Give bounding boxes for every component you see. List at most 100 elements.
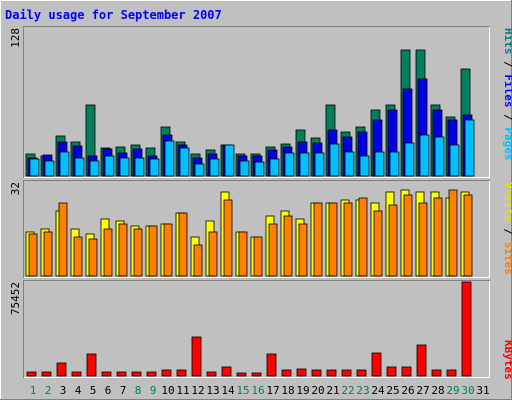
bar-sites-day-14: [223, 199, 233, 277]
x-tick-label-day-27: 27: [416, 384, 429, 397]
bar-pages-day-26: [404, 142, 415, 177]
x-tick-label-day-5: 5: [90, 384, 97, 397]
x-tick-label-day-13: 13: [206, 384, 219, 397]
bar-kbytes-day-16: [251, 372, 262, 377]
x-tick-label-day-6: 6: [105, 384, 112, 397]
bar-sites-day-7: [118, 223, 128, 277]
legend-hits: Hits: [502, 28, 512, 55]
x-tick-label-day-21: 21: [326, 384, 339, 397]
bar-kbytes-day-10: [161, 369, 172, 377]
bar-pages-day-14: [224, 144, 235, 177]
x-tick-label-day-25: 25: [386, 384, 399, 397]
x-tick-label-day-4: 4: [75, 384, 82, 397]
bar-kbytes-day-24: [371, 352, 382, 377]
bar-sites-day-13: [208, 231, 218, 277]
legend-kbytes: KBytes: [502, 340, 512, 380]
bar-sites-day-2: [43, 231, 53, 277]
x-tick-label-day-20: 20: [311, 384, 324, 397]
bar-kbytes-day-7: [116, 371, 127, 377]
bar-kbytes-day-3: [56, 362, 67, 377]
bar-sites-day-27: [418, 202, 428, 277]
bar-kbytes-day-28: [431, 369, 442, 377]
bar-pages-day-28: [434, 136, 445, 177]
x-tick-label-day-1: 1: [30, 384, 37, 397]
legend-pages-files-hits: Hits / Files / Pages: [502, 28, 512, 161]
panel-kbytes: 75452 KBytes: [9, 280, 512, 380]
bar-sites-day-10: [163, 223, 173, 277]
bar-kbytes-day-22: [341, 369, 352, 377]
x-tick-label-day-10: 10: [161, 384, 174, 397]
bar-kbytes-day-21: [326, 369, 337, 377]
bar-sites-day-5: [88, 238, 98, 277]
y-tick-label-kbytes: 75452: [9, 282, 22, 315]
bar-kbytes-day-6: [101, 371, 112, 377]
bar-pages-day-24: [374, 151, 385, 177]
bar-kbytes-day-17: [266, 353, 277, 377]
bar-pages-day-7: [119, 157, 130, 177]
x-tick-label-day-23: 23: [356, 384, 369, 397]
legend-files: Files: [502, 74, 512, 107]
legend-sites: Sites: [502, 242, 512, 275]
bar-sites-day-23: [358, 197, 368, 277]
bar-sites-day-26: [403, 194, 413, 277]
bar-pages-day-10: [164, 140, 175, 177]
bar-pages-day-13: [209, 158, 220, 177]
bar-kbytes-day-9: [146, 371, 157, 377]
bar-pages-day-6: [104, 155, 115, 177]
bar-pages-day-22: [344, 151, 355, 177]
x-tick-label-day-8: 8: [135, 384, 142, 397]
bar-pages-day-1: [29, 158, 40, 177]
chart-title: Daily usage for September 2007: [5, 8, 222, 22]
legend-sep-1: /: [502, 108, 512, 128]
bar-sites-day-22: [343, 202, 353, 277]
legend-visits: Visits: [502, 182, 512, 222]
bar-pages-day-27: [419, 134, 430, 177]
bar-sites-day-11: [178, 212, 188, 277]
x-tick-label-day-9: 9: [150, 384, 157, 397]
bar-kbytes-day-30: [461, 281, 472, 377]
bar-sites-day-24: [373, 210, 383, 277]
y-tick-label-visits: 32: [9, 182, 22, 195]
x-tick-label-day-26: 26: [401, 384, 414, 397]
x-tick-label-day-29: 29: [446, 384, 459, 397]
bar-sites-day-15: [238, 231, 248, 277]
bar-kbytes-day-8: [131, 371, 142, 377]
x-tick-label-day-31: 31: [476, 384, 489, 397]
bar-pages-day-29: [449, 144, 460, 177]
bar-sites-day-20: [313, 202, 323, 277]
bar-sites-day-3: [58, 202, 68, 277]
bar-pages-day-15: [239, 160, 250, 177]
x-tick-label-day-3: 3: [60, 384, 67, 397]
bar-pages-day-21: [329, 143, 340, 177]
bar-pages-day-11: [179, 147, 190, 177]
bar-kbytes-day-2: [41, 371, 52, 377]
bar-pages-day-12: [194, 163, 205, 177]
panel-visits-sites: 32 Visits / Sites: [9, 180, 512, 278]
x-tick-label-day-24: 24: [371, 384, 385, 397]
bar-pages-day-20: [314, 152, 325, 177]
bar-pages-day-23: [359, 155, 370, 177]
bar-pages-day-4: [74, 157, 85, 177]
bar-kbytes-day-15: [236, 372, 247, 377]
x-tick-label-day-14: 14: [221, 384, 235, 397]
panel-frame-bottom: [23, 280, 490, 378]
bar-sites-day-21: [328, 202, 338, 277]
bar-pages-day-2: [44, 160, 55, 177]
bar-pages-day-30: [464, 119, 475, 177]
bar-kbytes-day-23: [356, 369, 367, 377]
panel-pages-files-hits: 128 Hits / Files / Pages: [9, 26, 512, 178]
bar-pages-day-9: [149, 158, 160, 177]
x-tick-label-day-17: 17: [266, 384, 279, 397]
bar-sites-day-18: [283, 215, 293, 277]
bar-pages-day-5: [89, 160, 100, 177]
bar-pages-day-16: [254, 161, 265, 177]
bar-kbytes-day-14: [221, 366, 232, 377]
x-tick-label-day-18: 18: [281, 384, 294, 397]
x-tick-label-day-11: 11: [176, 384, 189, 397]
bar-sites-day-8: [133, 228, 143, 277]
bar-kbytes-day-27: [416, 344, 427, 377]
x-tick-label-day-30: 30: [461, 384, 474, 397]
bar-kbytes-day-18: [281, 369, 292, 377]
bar-pages-day-18: [284, 152, 295, 177]
bar-pages-day-17: [269, 158, 280, 177]
